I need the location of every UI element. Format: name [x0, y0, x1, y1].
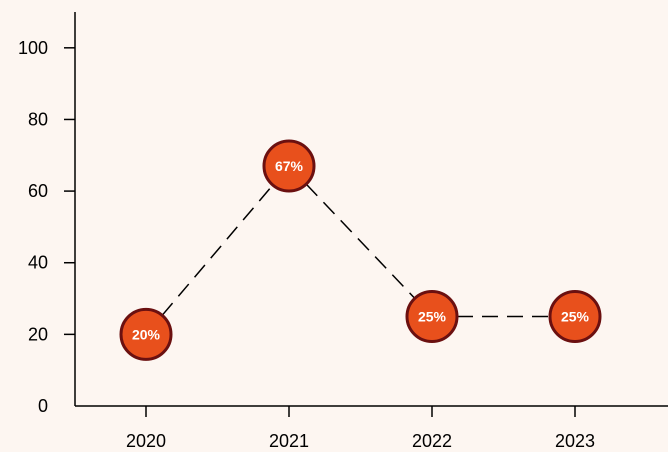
x-tick-label: 2021 [269, 431, 309, 451]
y-tick-label: 100 [18, 38, 48, 58]
y-axis: 0 20 40 60 80 100 [18, 12, 76, 416]
data-point-marker [262, 139, 316, 193]
x-tick-label: 2022 [412, 431, 452, 451]
x-tick-label: 2023 [555, 431, 595, 451]
series-line-segment [305, 183, 416, 299]
data-label: 25% [561, 308, 590, 324]
series-line [161, 183, 550, 318]
data-label: 25% [418, 308, 447, 324]
x-axis: 2020 2021 2022 2023 [75, 405, 668, 451]
data-label: 67% [275, 158, 304, 174]
y-tick-label: 40 [28, 253, 48, 273]
data-label: 20% [132, 326, 161, 342]
y-tick-label: 60 [28, 181, 48, 201]
y-tick-label: 80 [28, 109, 48, 129]
data-point-marker [405, 289, 459, 343]
data-point-marker [548, 289, 602, 343]
series-line-segment [161, 184, 274, 316]
x-tick-label: 2020 [126, 431, 166, 451]
data-point-marker [119, 307, 173, 361]
y-tick-label: 0 [38, 396, 48, 416]
series-markers: 20% 67% 25% 25% [119, 139, 602, 361]
y-tick-label: 20 [28, 324, 48, 344]
